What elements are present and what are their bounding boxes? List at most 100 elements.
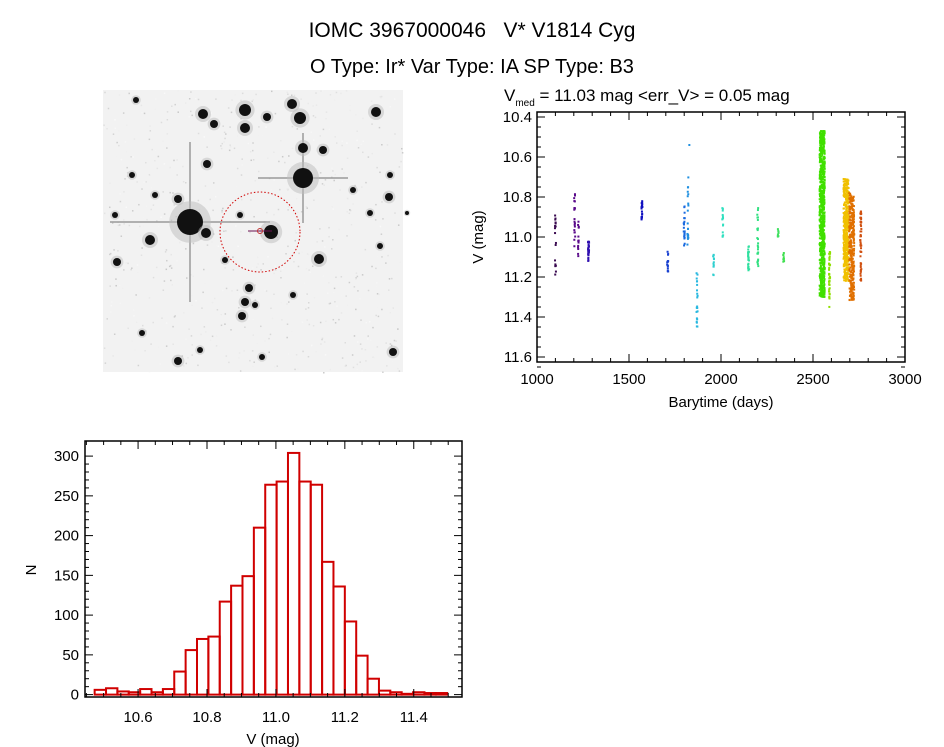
data-point [849, 223, 852, 226]
noise [273, 366, 276, 368]
noise [277, 208, 280, 211]
data-point [819, 172, 822, 175]
noise [184, 283, 186, 286]
data-point [852, 195, 855, 198]
noise [185, 280, 188, 283]
noise [290, 94, 293, 96]
data-point [846, 247, 849, 250]
data-point [822, 212, 825, 215]
noise [306, 253, 309, 255]
data-point [850, 219, 853, 222]
data-point [683, 205, 686, 208]
data-point [666, 269, 669, 272]
data-point [756, 213, 759, 216]
data-point [666, 250, 669, 253]
noise [118, 144, 120, 147]
data-point [695, 306, 698, 309]
noise [298, 252, 300, 255]
noise [334, 322, 337, 324]
noise [324, 354, 327, 356]
data-point [859, 255, 862, 258]
x-tick-label: 3000 [888, 371, 921, 388]
noise [330, 248, 333, 250]
noise [240, 198, 243, 201]
data-point [848, 242, 851, 245]
noise [273, 272, 275, 275]
noise [288, 155, 290, 157]
noise [176, 174, 178, 176]
data-point [822, 168, 825, 171]
noise [256, 266, 258, 269]
noise [270, 189, 273, 191]
noise [307, 307, 310, 309]
data-point [848, 263, 851, 266]
data-point [853, 241, 856, 244]
noise [294, 368, 296, 371]
noise [338, 228, 340, 231]
data-point [821, 136, 824, 139]
data-point [850, 258, 853, 261]
noise [203, 268, 205, 271]
data-point [844, 235, 847, 238]
noise [401, 152, 404, 154]
data-point [842, 230, 845, 233]
data-point [828, 280, 831, 283]
star [245, 284, 253, 292]
noise [162, 289, 165, 291]
noise [335, 142, 338, 144]
noise [375, 314, 377, 317]
data-point [848, 245, 851, 248]
data-point [573, 218, 576, 221]
data-point [852, 262, 855, 265]
noise [296, 128, 299, 130]
data-point [852, 238, 855, 241]
y-tick-label: 11.0 [504, 229, 532, 246]
data-point [818, 175, 821, 178]
noise [288, 301, 290, 303]
noise [390, 344, 393, 347]
data-point [819, 141, 822, 144]
data-point [851, 208, 854, 211]
noise [117, 250, 119, 252]
data-point [821, 232, 824, 235]
noise [267, 255, 269, 258]
noise [166, 133, 169, 135]
noise [305, 205, 308, 208]
noise [188, 328, 190, 330]
data-point [686, 234, 689, 237]
noise [297, 211, 299, 214]
noise [236, 167, 239, 170]
noise [252, 365, 254, 368]
noise [184, 102, 187, 104]
data-point [712, 261, 715, 264]
noise [268, 351, 270, 354]
noise [307, 355, 310, 358]
data-point [553, 227, 556, 230]
noise [343, 172, 345, 174]
noise [358, 189, 360, 192]
data-point [849, 240, 852, 243]
noise [190, 294, 193, 297]
histogram-bar [321, 560, 335, 696]
noise [323, 371, 325, 374]
noise [191, 114, 193, 117]
data-point [712, 265, 715, 268]
noise [111, 301, 113, 303]
noise [212, 182, 215, 184]
noise [306, 293, 308, 295]
data-point [859, 250, 862, 253]
data-point [747, 251, 750, 254]
data-point [821, 235, 824, 238]
data-point [823, 260, 826, 263]
data-point [847, 278, 850, 281]
data-point [696, 273, 699, 276]
noise [141, 111, 143, 114]
data-point [859, 230, 862, 233]
noise [397, 224, 400, 226]
noise [345, 295, 347, 297]
data-point [823, 206, 826, 209]
histogram-bar [218, 600, 233, 696]
data-point [554, 218, 557, 221]
data-point [828, 268, 831, 271]
noise [188, 97, 191, 100]
